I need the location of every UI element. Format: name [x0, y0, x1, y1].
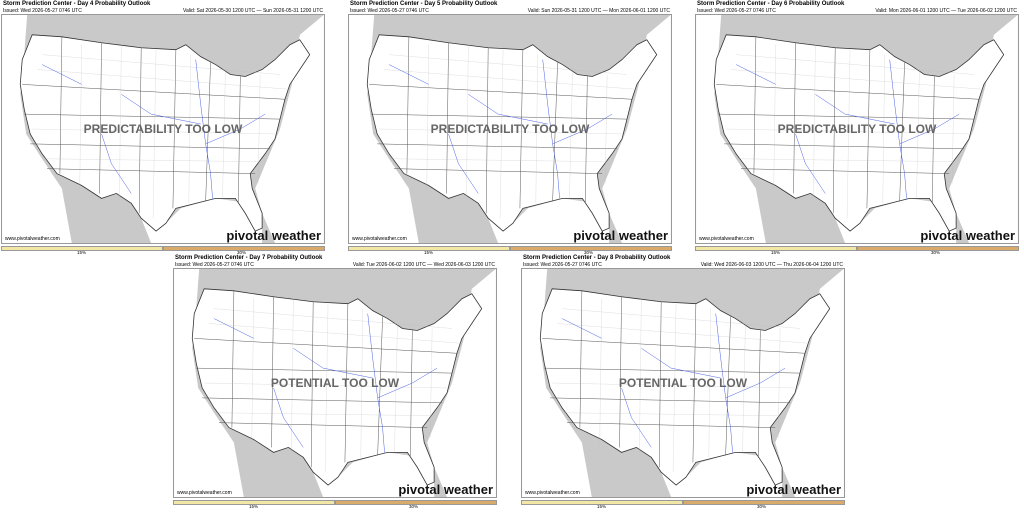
outlook-overlay: POTENTIAL TOO LOW: [270, 376, 400, 390]
panel-title: Storm Prediction Center - Day 4 Probabil…: [3, 1, 151, 7]
map: POTENTIAL TOO LOW www.pivotalweather.com p…: [521, 268, 845, 498]
outlook-panel: Storm Prediction Center - Day 6 Probabil…: [695, 1, 1019, 256]
legend-bar: [683, 500, 845, 505]
panel-title: Storm Prediction Center - Day 7 Probabil…: [175, 255, 323, 261]
map: PREDICTABILITY TOO LOW www.pivotalweather…: [348, 14, 672, 244]
outlook-overlay: PREDICTABILITY TOO LOW: [83, 122, 243, 136]
legend-bar: [510, 246, 672, 251]
valid-time: Valid: Sun 2026-05-31 1200 UTC — Mon 202…: [527, 8, 670, 14]
brand-logo: pivotal weather: [226, 228, 321, 243]
legend-bar: [695, 246, 857, 251]
legend-bar: [1, 246, 163, 251]
map: PREDICTABILITY TOO LOW www.pivotalweather…: [695, 14, 1019, 244]
outlook-overlay: PREDICTABILITY TOO LOW: [430, 122, 590, 136]
issued-time: Issued: Wed 2026-05-27 0746 UTC: [3, 8, 82, 14]
valid-time: Valid: Wed 2026-06-03 1200 UTC — Thu 202…: [700, 262, 843, 268]
panel-title: Storm Prediction Center - Day 5 Probabil…: [350, 1, 498, 7]
legend-label: 30%: [584, 250, 594, 255]
legend-bar: [163, 246, 325, 251]
legend-bar: [521, 500, 683, 505]
legend-label: 30%: [409, 504, 419, 509]
valid-time: Valid: Sat 2026-05-30 1200 UTC — Sun 202…: [183, 8, 323, 14]
issued-time: Issued: Wed 2026-05-27 0746 UTC: [697, 8, 776, 14]
issued-time: Issued: Wed 2026-05-27 0746 UTC: [175, 262, 254, 268]
legend-label: 15%: [424, 250, 434, 255]
site-url: www.pivotalweather.com: [699, 236, 754, 242]
legend-label: 15%: [771, 250, 781, 255]
outlook-panel: Storm Prediction Center - Day 8 Probabil…: [521, 255, 845, 510]
panel-title: Storm Prediction Center - Day 8 Probabil…: [523, 255, 671, 261]
legend-bar: [348, 246, 510, 251]
brand-logo: pivotal weather: [398, 482, 493, 497]
legend-label: 15%: [77, 250, 87, 255]
brand-logo: pivotal weather: [573, 228, 668, 243]
map: PREDICTABILITY TOO LOW www.pivotalweather…: [1, 14, 325, 244]
outlook-overlay: POTENTIAL TOO LOW: [618, 376, 748, 390]
legend-bar: [857, 246, 1019, 251]
site-url: www.pivotalweather.com: [177, 490, 232, 496]
legend-bar: [173, 500, 335, 505]
outlook-panel: Storm Prediction Center - Day 5 Probabil…: [348, 1, 672, 256]
issued-time: Issued: Wed 2026-05-27 0746 UTC: [350, 8, 429, 14]
legend-bar: [335, 500, 497, 505]
brand-logo: pivotal weather: [920, 228, 1015, 243]
legend-label: 15%: [249, 504, 259, 509]
site-url: www.pivotalweather.com: [5, 236, 60, 242]
outlook-overlay: PREDICTABILITY TOO LOW: [777, 122, 937, 136]
issued-time: Issued: Wed 2026-05-27 0746 UTC: [523, 262, 602, 268]
map: POTENTIAL TOO LOW www.pivotalweather.com p…: [173, 268, 497, 498]
site-url: www.pivotalweather.com: [352, 236, 407, 242]
valid-time: Valid: Mon 2026-06-01 1200 UTC — Tue 202…: [875, 8, 1017, 14]
outlook-panel: Storm Prediction Center - Day 7 Probabil…: [173, 255, 497, 510]
legend-label: 30%: [931, 250, 941, 255]
site-url: www.pivotalweather.com: [525, 490, 580, 496]
valid-time: Valid: Tue 2026-06-02 1200 UTC — Wed 202…: [352, 262, 495, 268]
outlook-panel: Storm Prediction Center - Day 4 Probabil…: [1, 1, 325, 256]
panel-title: Storm Prediction Center - Day 6 Probabil…: [697, 1, 845, 7]
legend-label: 15%: [597, 504, 607, 509]
legend-label: 30%: [237, 250, 247, 255]
legend-label: 30%: [757, 504, 767, 509]
brand-logo: pivotal weather: [746, 482, 841, 497]
